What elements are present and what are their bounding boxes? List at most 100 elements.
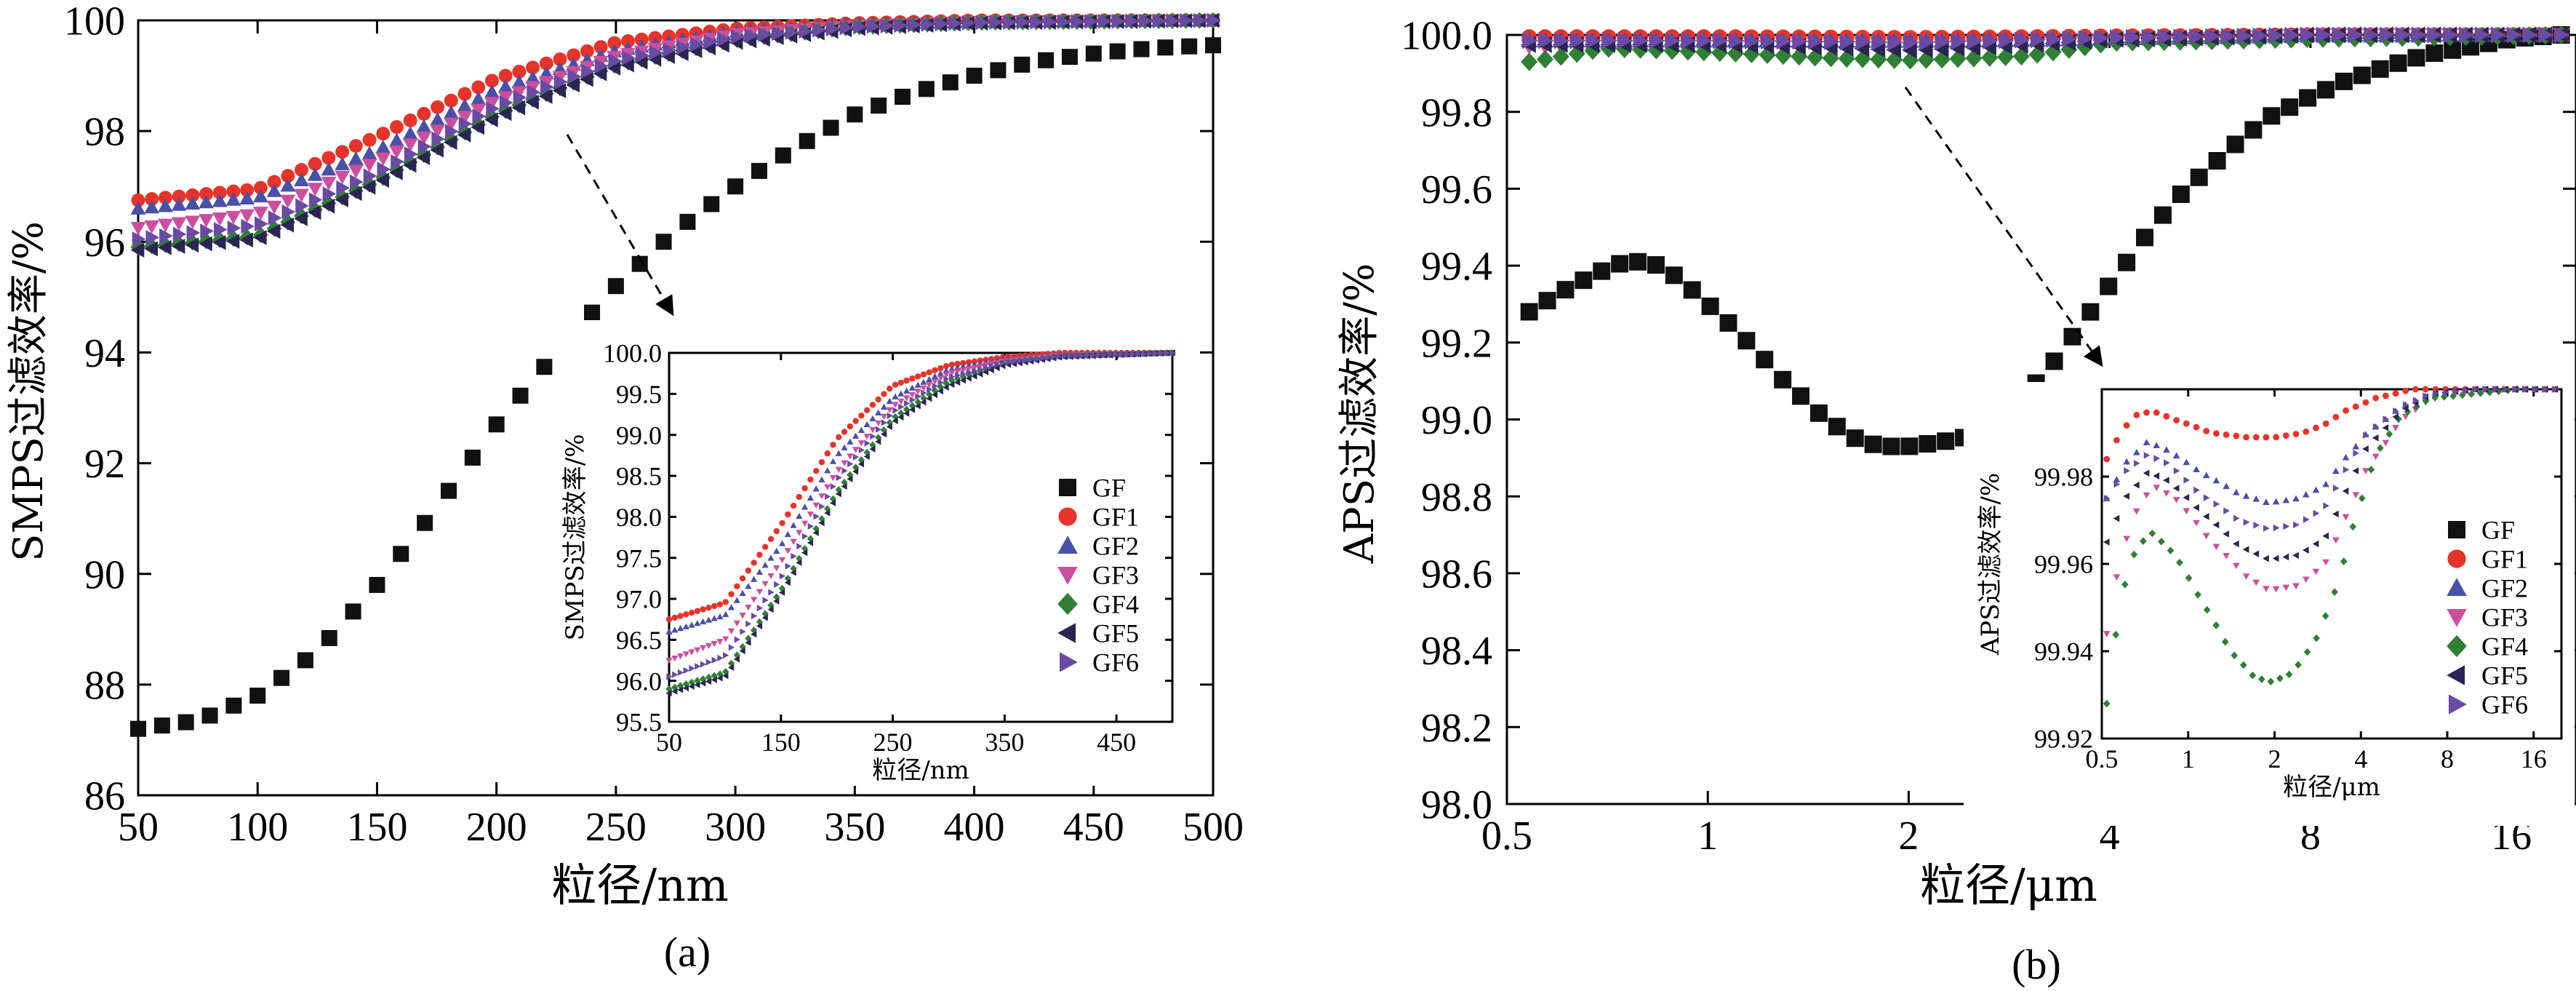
panel-b-y-tick-label: 99.8 [1421,90,1492,135]
panel-a-gf3-point [497,91,513,106]
panel-a-gf1-point [267,175,281,189]
panel-a-inset-gf6-point [977,365,984,373]
panel-a-gf2-point [389,132,404,147]
panel-a-inset-gf6-point [1073,352,1080,359]
panel-a-inset-gf2-point [778,540,786,546]
panel-a-gf1-point [457,87,472,101]
panel-a-gf-point [345,603,361,620]
panel-a-legend-label-gf2: GF2 [1092,532,1139,561]
panel-a-gf5-point [253,230,267,245]
panel-a-gf6-point [717,31,731,47]
panel-a-x-tick-label: 450 [1063,805,1124,850]
panel-b-inset-gf4-point [2349,522,2357,531]
panel-a-x-tick-label: 50 [118,805,159,850]
panel-b-inset-gf1-point [2183,420,2190,427]
panel-b-gf6-point [1601,32,1617,49]
panel-b-gf6-point [2506,26,2522,44]
panel-b-inset-gf5-point [2212,521,2220,529]
panel-b-inset-gf3-point [2202,533,2210,540]
panel-a-inset-plot: 50 150 250 350 450 95.5 96.0 96.5 97.0 97.5 98.0 98… [560,320,1185,786]
panel-a-inset-gf6-point [819,503,825,510]
panel-a-inset-gf5-point [988,366,994,374]
panel-a-gf3-point [375,152,391,167]
panel-b-gf6-point [2141,28,2157,46]
panel-b-gf6-point [1776,33,1792,50]
panel-a-gf1-point [390,120,404,135]
panel-a-inset-gf6-point [852,453,860,461]
panel-b-legend-label-gf: GF [2481,516,2515,545]
panel-a-gf6-point [213,222,228,237]
panel-a-gf6-point [132,231,146,247]
panel-b-gf6-point [2252,27,2268,44]
panel-a-gf1-point [484,73,499,88]
panel-a-gf5-point [321,198,335,214]
panel-b-gf6-point [1585,32,1601,49]
panel-a-inset-gf6-point [881,419,888,426]
panel-b-inset-gf5-point [2282,553,2289,561]
panel-b-inset-gf5-point [2372,434,2379,442]
panel-a-gf6-point [635,47,649,63]
panel-b-gf-point [1774,370,1792,389]
panel-b-gf6-point [2220,28,2236,45]
panel-a-inset-gf2-point [676,624,684,632]
panel-a-x-tick-label: 200 [466,805,527,850]
panel-a-x-tick-label: 250 [585,805,647,850]
panel-a-gf3-point [348,164,364,179]
panel-a-gf6-point [472,108,487,124]
panel-a-inset-gf1-point [943,362,950,370]
panel-a-inset-gf5-point [761,614,768,621]
panel-a-gf1-point [253,180,268,195]
panel-a-inset-gf1-point [683,611,689,618]
panel-a-gf6-point [730,29,745,44]
panel-a-inset-x-tick-label: 450 [1097,728,1136,757]
panel-a-inset-gf6-point [1102,351,1108,359]
panel-b-gf6-point [1649,32,1665,49]
panel-a-gf1-point [553,52,567,67]
panel-b-gf-point [2389,54,2407,72]
panel-a-inset-gf2-point [908,384,916,391]
panel-a-inset-gf2-point [705,616,713,623]
panel-a-inset-gf5-point [982,368,989,375]
panel-a-inset-gf2-point [784,530,791,538]
panel-b-inset-gf5-point [2392,413,2399,421]
panel-a-inset-gf4-point [711,672,718,680]
panel-b-gf-point [2172,185,2190,203]
panel-a-gf6-point [1030,14,1044,30]
panel-a-inset-gf5-point [892,417,898,425]
panel-a-legend-label-gf: GF [1092,474,1126,503]
panel-b-gf6-point [1951,33,1967,50]
panel-b-gf6-point [1745,32,1760,49]
panel-b-inset-gf3-point [2302,576,2310,584]
panel-b-inset-gf5-point [2193,504,2199,512]
panel-a-legend-marker-gf4 [1057,592,1078,616]
panel-a-gf-point [369,576,385,593]
panel-a-inset-gf3-point [812,502,820,509]
panel-b-gf-point [2208,151,2226,170]
panel-a-legend-label-gf5: GF5 [1092,619,1139,648]
panel-a-inset-gf3-point [767,573,775,580]
panel-a-inset-gf2-point [920,378,927,385]
panel-b-legend-label-gf3: GF3 [2481,603,2528,632]
panel-a-gf2-point [212,193,228,207]
panel-b-inset-gf6-point [2432,389,2439,397]
panel-a-inset-gf2-point [801,504,809,510]
panel-b-gf-point [1701,297,1719,315]
panel-a-gf6-point [513,89,527,106]
panel-a-gf6-point [649,44,663,60]
panel-a-inset-gf1-point [881,391,887,397]
panel-a-gf6-point [853,19,867,35]
panel-b-inset-gf6-point [2313,509,2320,517]
panel-a-inset-gf5-point [733,656,740,663]
panel-a-gf5-point [593,65,607,81]
panel-a-inset-gf6-point [1039,354,1046,362]
panel-a-inset-gf1-point [694,608,701,614]
panel-b-inset-gf4-point [2194,590,2201,599]
panel-a-gf6-point [676,39,690,55]
panel-b-inset-gf1-point [2402,387,2409,394]
panel-a-gf6-point [268,210,282,226]
panel-a-inset-gf6-point [768,589,775,596]
panel-b-gf6-point [1999,32,2015,49]
panel-a-inset-gf6-point [1129,350,1137,358]
panel-b-inset-gf3-point [2392,425,2399,431]
panel-b-gf-point [1575,271,1593,290]
